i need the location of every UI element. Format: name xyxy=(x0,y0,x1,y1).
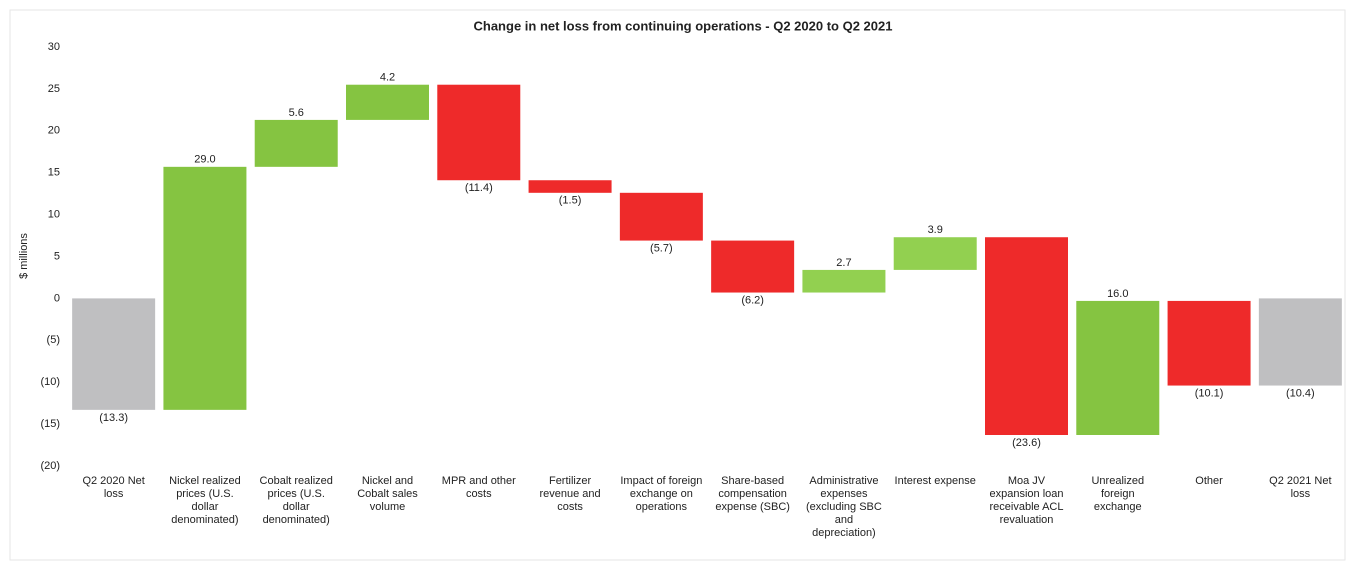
bar xyxy=(346,84,429,120)
x-tick-label: Share-based compensation expense (SBC) xyxy=(715,475,790,513)
bar xyxy=(1167,300,1251,386)
y-axis-label: $ millions xyxy=(18,233,30,279)
bar xyxy=(72,298,156,410)
value-label: 3.9 xyxy=(928,224,943,236)
y-tick-label: (10) xyxy=(40,376,60,388)
value-label: (6.2) xyxy=(741,294,764,306)
bar xyxy=(619,192,703,241)
bar xyxy=(254,119,338,167)
chart-frame xyxy=(9,9,1346,561)
value-label: 5.6 xyxy=(289,107,304,119)
value-label: (10.1) xyxy=(1195,387,1224,399)
value-label: (11.4) xyxy=(465,182,493,194)
y-tick-label: 30 xyxy=(48,41,60,53)
value-label: 2.7 xyxy=(836,257,851,269)
x-tick-label: Nickel and Cobalt sales volume xyxy=(357,475,418,513)
y-tick-label: 25 xyxy=(48,83,60,95)
x-tick-label: MPR and other costs xyxy=(441,475,516,500)
x-tick-label: Fertilizer revenue and costs xyxy=(539,475,601,513)
x-tick-label: Cobalt realized prices (U.S. dollar deno… xyxy=(259,475,333,526)
value-label: (13.3) xyxy=(99,412,128,424)
y-tick-label: (15) xyxy=(40,418,60,430)
value-label: 16.0 xyxy=(1107,288,1128,300)
bar xyxy=(711,240,795,293)
x-tick-label: Moa JV expansion loan receivable ACL rev… xyxy=(989,475,1064,526)
y-tick-label: (5) xyxy=(47,334,60,346)
value-label: (1.5) xyxy=(559,195,582,207)
x-tick-label: Impact of foreign exchange on operations xyxy=(620,475,703,513)
y-tick-label: 20 xyxy=(48,125,60,137)
bar xyxy=(437,84,521,181)
x-tick-label: Interest expense xyxy=(894,475,976,487)
bar xyxy=(163,166,247,410)
x-tick-label: Other xyxy=(1195,475,1223,487)
value-label: (10.4) xyxy=(1286,387,1315,399)
bar xyxy=(1258,298,1342,386)
y-tick-label: 10 xyxy=(48,209,60,221)
x-tick-label: Administrative expenses (excluding SBC a… xyxy=(806,475,882,539)
bar xyxy=(528,180,612,193)
y-tick-label: 5 xyxy=(54,250,60,262)
value-label: (23.6) xyxy=(1012,437,1041,449)
value-label: 29.0 xyxy=(194,154,215,166)
bar xyxy=(893,237,977,270)
bar xyxy=(1076,300,1160,435)
x-tick-label: Q2 2021 Net loss xyxy=(1269,475,1332,500)
chart-title: Change in net loss from continuing opera… xyxy=(474,18,893,33)
bar xyxy=(802,269,886,293)
y-tick-label: 15 xyxy=(48,167,60,179)
value-label: (5.7) xyxy=(650,242,673,254)
y-tick-label: 0 xyxy=(54,292,60,304)
x-tick-label: Unrealized foreign exchange xyxy=(1091,475,1145,513)
x-tick-label: Q2 2020 Net loss xyxy=(82,475,145,500)
x-tick-label: Nickel realized prices (U.S. dollar deno… xyxy=(169,475,241,526)
value-label: 4.2 xyxy=(380,72,395,84)
y-tick-label: (20) xyxy=(40,460,60,472)
bar xyxy=(985,237,1068,435)
